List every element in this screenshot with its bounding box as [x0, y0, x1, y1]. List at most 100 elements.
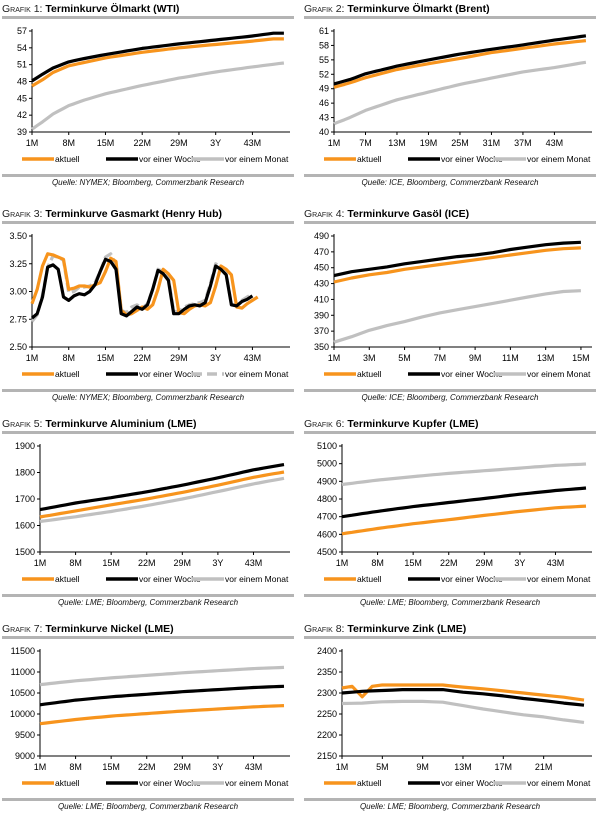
chart-panel-7: Grafik 7: Terminkurve Nickel (LME) 9000 9…	[2, 622, 294, 813]
chart-title-text: Terminkurve Ölmarkt (Brent)	[347, 3, 490, 15]
series-line-vor-einer-woche	[39, 684, 285, 707]
chart-source: Quelle: LME; Bloomberg, Commerzbank Rese…	[359, 802, 541, 811]
bottom-rule	[304, 389, 596, 392]
y-tick-label: 350	[314, 342, 329, 352]
bottom-rule	[2, 174, 294, 177]
x-tick-label: 1M	[328, 353, 341, 363]
x-tick-label: 15M	[97, 138, 115, 148]
x-tick-label: 15M	[97, 353, 115, 363]
y-tick-label: 10000	[10, 709, 35, 719]
bottom-rule	[304, 594, 596, 597]
x-tick-label: 7M	[359, 138, 372, 148]
y-tick-label: 58	[319, 40, 329, 50]
chart-title: Grafik 1: Terminkurve Ölmarkt (WTI)	[2, 3, 180, 15]
x-tick-label: 3Y	[212, 762, 223, 772]
y-tick-label: 11500	[11, 646, 35, 656]
chart-panel-2: Grafik 2: Terminkurve Ölmarkt (Brent) 40…	[304, 2, 596, 189]
chart-panel-3: Grafik 3: Terminkurve Gasmarkt (Henry Hu…	[2, 207, 294, 404]
legend-label-vor-einer-woche: vor einer Woche	[139, 778, 201, 788]
y-tick-label: 2350	[317, 667, 337, 677]
legend-label-vor-einem-monat: vor einem Monat	[225, 154, 289, 164]
chart-plot: 350 370 390 410 430 450 470 490 1M 3M 5M 7M 9M 11M 13M…	[314, 231, 592, 379]
chart-number: 5	[33, 418, 40, 430]
x-tick-label: 8M	[371, 558, 384, 568]
x-tick-label: 43M	[244, 353, 262, 363]
y-tick-label: 2150	[317, 751, 337, 761]
title-rule	[304, 636, 596, 639]
chart-source: Quelle: NYMEX; Bloomberg, Commerzbank Re…	[51, 393, 245, 402]
series-line-vor-einer-woche	[341, 688, 585, 707]
x-tick-label: 22M	[138, 558, 156, 568]
chart-plot: 39 42 45 48 51 54 57 1M 8M 15M 22M 29M 3Y 43M aktuell v…	[17, 26, 290, 164]
chart-title-text: Terminkurve Kupfer (LME)	[347, 418, 479, 430]
chart-plot: 2.50 2.75 3.00 3.25 3.50 1M 8M 15M 22M 29M 3Y 43M ak…	[9, 231, 290, 379]
series-line-vor-einer-woche	[39, 463, 285, 512]
y-tick-label: 370	[314, 326, 329, 336]
y-tick-label: 11000	[11, 667, 35, 677]
chart-plot: 1500 1600 1700 1800 1900 1M 8M 15M 22M 29M 3Y 43M ak…	[15, 441, 290, 584]
y-tick-label: 2.75	[9, 314, 27, 324]
chart-number: 1	[33, 3, 40, 15]
y-tick-label: 2400	[317, 646, 337, 656]
series-line-vor-einer-woche	[333, 34, 587, 86]
title-rule	[2, 431, 294, 434]
legend-label-vor-einer-woche: vor einer Woche	[441, 369, 503, 379]
y-tick-label: 470	[314, 247, 329, 257]
x-tick-label: 15M	[102, 762, 120, 772]
series-line-vor-einem-monat	[31, 61, 285, 131]
series-line-aktuell	[341, 504, 587, 536]
chart-panel-5: Grafik 5: Terminkurve Aluminium (LME) 15…	[2, 417, 294, 609]
legend-label-vor-einer-woche: vor einer Woche	[139, 154, 201, 164]
chart-panel-1: Grafik 1: Terminkurve Ölmarkt (WTI) 39 42…	[2, 2, 294, 189]
y-tick-label: 40	[319, 127, 329, 137]
legend-label-vor-einem-monat: vor einem Monat	[225, 369, 289, 379]
x-tick-label: 9M	[416, 762, 429, 772]
y-tick-label: 9500	[15, 730, 35, 740]
y-tick-label: 410	[314, 294, 329, 304]
y-tick-label: 430	[314, 279, 329, 289]
series-line-vor-einer-woche	[341, 486, 587, 519]
y-tick-label: 57	[17, 26, 27, 36]
legend-label-aktuell: aktuell	[357, 574, 382, 584]
series-line-vor-einem-monat	[333, 60, 587, 126]
chart-prefix: Grafik	[2, 3, 31, 15]
series-line-vor-einem-monat	[341, 462, 587, 487]
bottom-rule	[2, 798, 294, 801]
x-tick-label: 1M	[34, 762, 47, 772]
y-tick-label: 4600	[317, 529, 337, 539]
series-line-aktuell	[39, 470, 285, 519]
x-tick-label: 1M	[328, 138, 341, 148]
title-rule	[304, 221, 596, 224]
title-rule	[2, 636, 294, 639]
x-tick-label: 43M	[244, 138, 262, 148]
y-tick-label: 4800	[317, 494, 337, 504]
chart-title: Grafik 8: Terminkurve Zink (LME)	[304, 623, 467, 635]
chart-title: Grafik 5: Terminkurve Aluminium (LME)	[2, 418, 197, 430]
y-tick-label: 52	[319, 69, 329, 79]
bottom-rule	[2, 594, 294, 597]
chart-panel-6: Grafik 6: Terminkurve Kupfer (LME) 4500 4…	[304, 417, 596, 609]
x-tick-label: 29M	[174, 558, 192, 568]
y-tick-label: 2250	[317, 709, 337, 719]
x-tick-label: 21M	[535, 762, 553, 772]
x-tick-label: 15M	[404, 558, 422, 568]
x-tick-label: 9M	[469, 353, 482, 363]
legend-label-vor-einer-woche: vor einer Woche	[441, 574, 503, 584]
chart-source: Quelle: LME; Bloomberg, Commerzbank Rese…	[359, 598, 541, 607]
legend-label-vor-einem-monat: vor einem Monat	[225, 574, 289, 584]
x-tick-label: 15M	[102, 558, 120, 568]
chart-title-text: Terminkurve Gasöl (ICE)	[347, 208, 470, 220]
y-tick-label: 1600	[15, 521, 35, 531]
chart-plot: 2150 2200 2250 2300 2350 2400 1M 5M 9M 13M 17M 21M a…	[317, 646, 592, 788]
chart-plot: 9000 9500 10000 10500 11000 11500 1M 8M 15M 22M 29…	[10, 646, 290, 788]
x-tick-label: 22M	[133, 138, 151, 148]
title-rule	[2, 221, 294, 224]
x-tick-label: 22M	[440, 558, 458, 568]
y-tick-label: 3.50	[9, 231, 27, 241]
chart-title-text: Terminkurve Nickel (LME)	[45, 623, 174, 635]
legend-label-vor-einer-woche: vor einer Woche	[441, 154, 503, 164]
chart-title-text: Terminkurve Zink (LME)	[347, 623, 467, 635]
chart-source: Quelle: ICE; Bloomberg, Commerzbank Rese…	[361, 393, 539, 402]
bottom-rule	[304, 174, 596, 177]
chart-prefix: Grafik	[304, 208, 333, 220]
